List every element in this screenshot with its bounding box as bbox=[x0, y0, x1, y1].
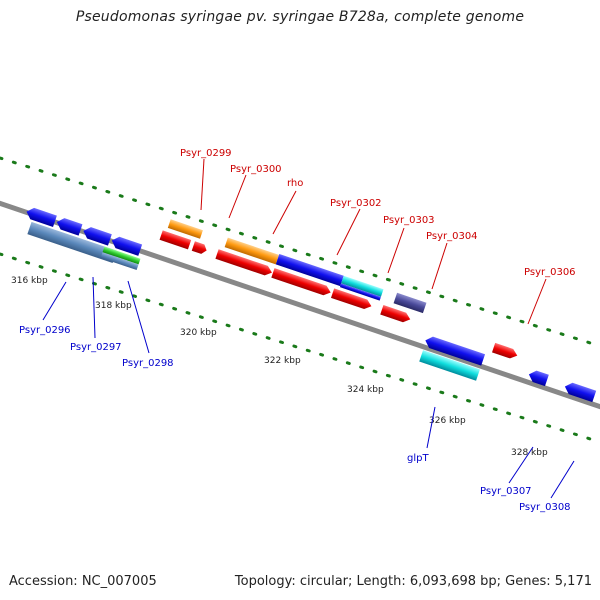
gene-label-psyr-0308: Psyr_0308 bbox=[519, 502, 571, 513]
gene-psyr-0307-arrow bbox=[528, 370, 549, 387]
gene-label-psyr-0297: Psyr_0297 bbox=[70, 342, 122, 353]
gene-label-psyr-0304: Psyr_0304 bbox=[426, 231, 478, 242]
gene-psyr-0303-blue-box bbox=[339, 283, 381, 301]
map-title: Pseudomonas syringae pv. syringae B728a,… bbox=[75, 9, 525, 25]
gene-label-psyr-0302: Psyr_0302 bbox=[330, 198, 382, 209]
forward-gene-labels bbox=[200, 158, 547, 325]
gene-psyr-0298-box bbox=[100, 252, 139, 271]
gene-psyr-0304-box bbox=[393, 292, 427, 314]
gene-psyr-0303-red-arrow bbox=[330, 288, 372, 310]
accession-text: Accession: NC_007005 bbox=[9, 574, 157, 589]
gene-psyr-0302-red-arrow bbox=[271, 268, 331, 296]
gene-psyr-0308-arrow bbox=[564, 382, 597, 403]
gene-psyr-0299-box bbox=[167, 219, 203, 239]
gene-glpt-box bbox=[419, 350, 480, 381]
genome-summary-text: Topology: circular; Length: 6,093,698 bp… bbox=[234, 574, 592, 589]
gene-blue-arrow-3 bbox=[83, 227, 112, 246]
gene-psyr-0299-red-box bbox=[159, 230, 192, 250]
gene-label-psyr-0307: Psyr_0307 bbox=[480, 486, 532, 497]
gene-glpt-blue-arrow bbox=[425, 336, 486, 366]
reverse-gene-labels bbox=[42, 276, 575, 499]
tick-label: 322 kbp bbox=[264, 356, 301, 366]
gene-psyr-0302-box bbox=[275, 253, 344, 287]
gene-blue-arrow-1 bbox=[26, 207, 57, 227]
gene-psyr-0304-red-arrow bbox=[380, 305, 411, 323]
gene-psyr-0300-arrow bbox=[191, 241, 207, 254]
feature-track-reverse bbox=[26, 207, 597, 403]
tick-label: 324 kbp bbox=[347, 385, 384, 395]
gene-label-glpt: glpT bbox=[407, 453, 429, 464]
tick-label: 318 kbp bbox=[95, 301, 132, 311]
gene-rho-red-arrow bbox=[215, 249, 272, 276]
gene-psyr-0303-box bbox=[341, 275, 384, 297]
tick-label: 320 kbp bbox=[180, 328, 217, 338]
gene-psyr-0298-green-box bbox=[102, 246, 141, 265]
gene-label-psyr-0298: Psyr_0298 bbox=[122, 358, 174, 369]
gene-label-psyr-0300: Psyr_0300 bbox=[230, 164, 282, 175]
gene-psyr-0306-arrow bbox=[492, 342, 518, 359]
gene-label-psyr-0303: Psyr_0303 bbox=[383, 215, 435, 226]
gene-blue-arrow-4 bbox=[111, 236, 143, 256]
gene-label-psyr-0306: Psyr_0306 bbox=[524, 267, 576, 278]
gene-label-psyr-0299: Psyr_0299 bbox=[180, 148, 232, 159]
gene-label-psyr-0296: Psyr_0296 bbox=[19, 325, 71, 336]
tick-label: 316 kbp bbox=[11, 276, 48, 286]
gene-label-rho: rho bbox=[287, 178, 303, 189]
tick-label: 326 kbp bbox=[429, 416, 466, 426]
feature-track-forward bbox=[159, 219, 518, 359]
gene-rho-box bbox=[224, 237, 280, 265]
gene-blue-arrow-2 bbox=[56, 218, 83, 236]
gene-psyr-0297-box bbox=[27, 221, 117, 263]
